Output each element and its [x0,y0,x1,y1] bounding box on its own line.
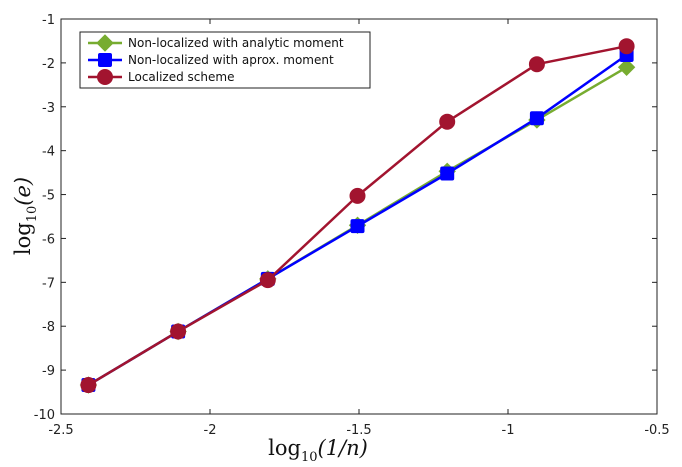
data-point [617,58,636,76]
y-tick-label: -9 [42,364,55,379]
x-axis-title: log10(1/n) [268,436,368,465]
x-tick-label: -2 [204,423,217,438]
series-3 [80,38,635,394]
x-tick-label: -1 [502,423,515,438]
data-point [350,219,365,234]
data-point [259,272,276,289]
legend-item: Localized scheme [88,69,234,85]
x-tick-label: -1.5 [346,423,371,438]
y-tick-label: -1 [42,13,55,28]
y-tick-label: -4 [42,145,55,160]
x-axis-title-sub: 10 [301,450,318,465]
data-point [349,187,366,204]
y-tick-label: -10 [34,408,55,423]
data-point [529,111,544,126]
data-point [439,113,456,130]
y-tick-label: -3 [42,101,55,116]
y-axis-title-sub: 10 [25,206,40,223]
legend-swatch-marker [96,34,114,52]
x-axis-title-base: log [268,436,301,460]
legend-item: Non-localized with analytic moment [88,34,344,52]
legend-item: Non-localized with aprox. moment [88,53,334,67]
y-axis-title: log10(e) [11,177,40,255]
y-axis-title-base: log [11,222,35,255]
legend-label: Non-localized with aprox. moment [128,53,334,67]
y-tick-label: -6 [42,232,55,247]
y-tick-label: -8 [42,320,55,335]
series-layer [79,38,636,394]
legend-swatch-marker [97,69,113,85]
data-point [618,38,635,55]
legend-label: Non-localized with analytic moment [128,36,344,50]
y-tick-label: -7 [42,276,55,291]
data-point [80,377,97,394]
legend-swatch-marker [98,53,112,67]
x-axis-title-arg: (1/n) [318,436,368,460]
legend: Non-localized with analytic moment Non-lo… [79,31,371,89]
x-tick-label: -2.5 [48,423,73,438]
data-point [440,166,455,181]
legend-box [79,31,371,89]
y-tick-label: -2 [42,57,55,72]
y-tick-label: -5 [42,189,55,204]
legend-label: Localized scheme [128,70,234,84]
axis-ticks: -2.5 -2 -1.5 -1 -0.5 -10 -9 -8 -7 -6 -5 -4 -3 -2 -1 [34,13,670,438]
data-point [170,323,187,340]
data-point [528,56,545,73]
y-axis-title-arg: (e) [11,177,35,206]
x-tick-label: -0.5 [644,423,669,438]
